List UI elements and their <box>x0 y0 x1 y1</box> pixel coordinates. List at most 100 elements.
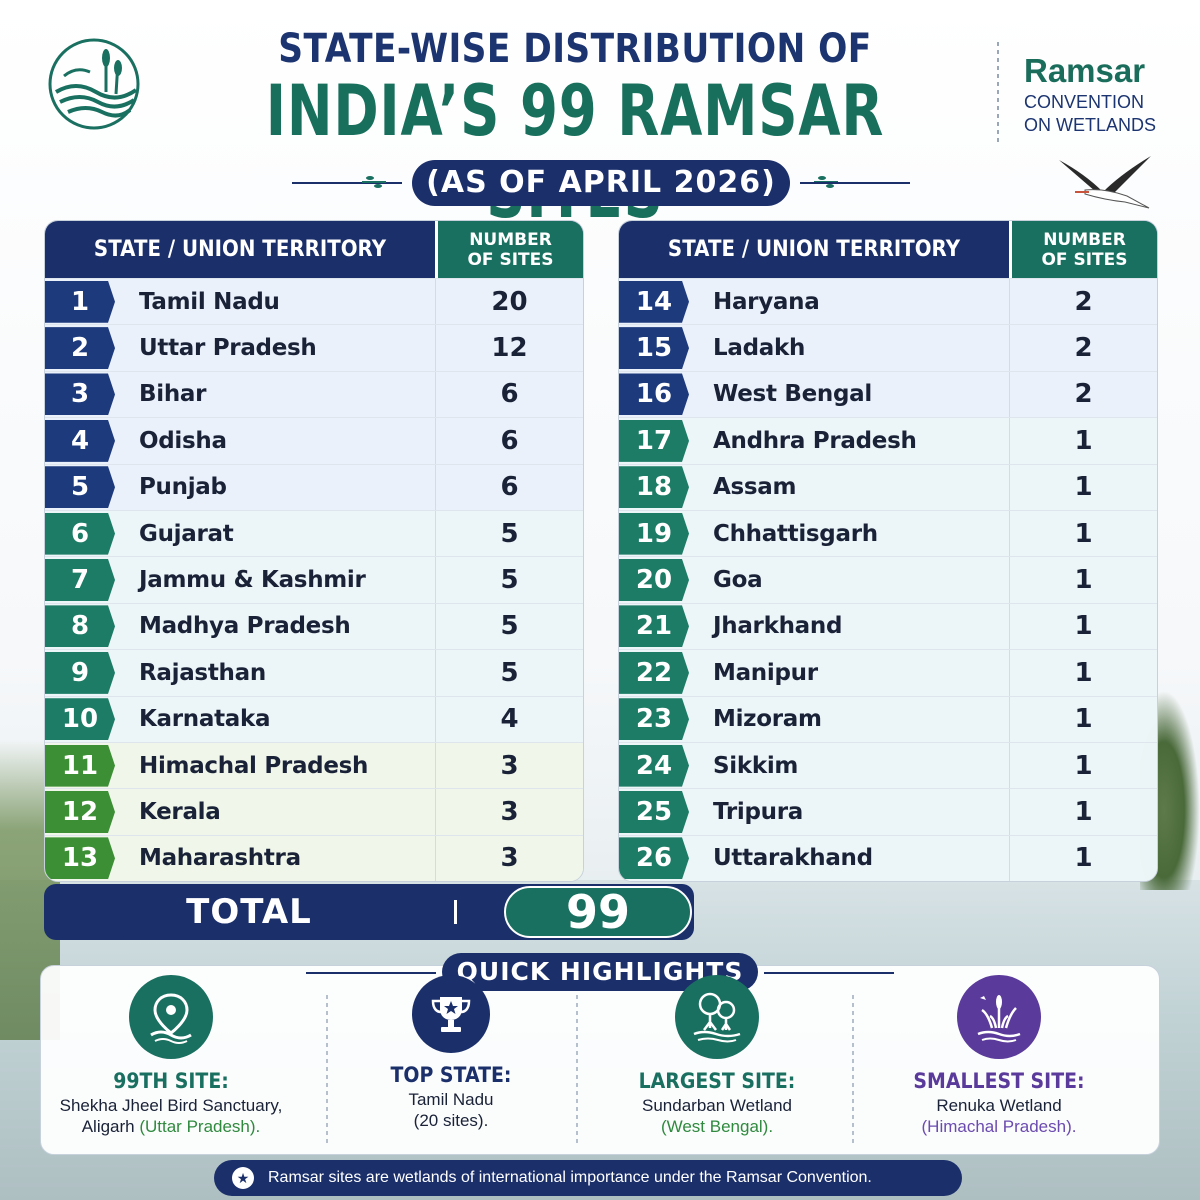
rank-badge: 8 <box>45 605 115 648</box>
footnote-bar: ★ Ramsar sites are wetlands of internati… <box>214 1160 962 1196</box>
state-name: Jharkhand <box>713 613 843 640</box>
left-table: STATE / UNION TERRITORY NUMBER OF SITES … <box>44 220 584 882</box>
highlight-line-1: Tamil Nadu <box>408 1090 494 1109</box>
divider-line <box>764 972 894 974</box>
header-count-line-2: OF SITES <box>1041 249 1128 270</box>
site-count: 1 <box>1009 464 1157 510</box>
rank-badge: 22 <box>619 651 689 694</box>
table-row: 7 Jammu & Kashmir 5 <box>45 556 583 603</box>
ramsar-brand: Ramsar <box>1024 52 1146 89</box>
site-count: 6 <box>435 418 583 464</box>
table-row: 15 Ladakh 2 <box>619 324 1157 371</box>
total-value: 99 <box>504 886 692 938</box>
state-name: West Bengal <box>713 381 872 408</box>
rank-badge: 20 <box>619 559 689 602</box>
highlight-99th-site: 99TH SITE: Shekha Jheel Bird Sanctuary, … <box>46 975 296 1137</box>
total-separator <box>454 900 457 924</box>
state-name: Madhya Pradesh <box>139 613 351 640</box>
right-table: STATE / UNION TERRITORY NUMBER OF SITES … <box>618 220 1158 882</box>
site-count: 1 <box>1009 650 1157 696</box>
divider-line <box>306 972 436 974</box>
highlight-top-state: TOP STATE: Tamil Nadu (20 sites). <box>326 975 576 1131</box>
highlight-head: LARGEST SITE: <box>638 1069 796 1093</box>
rank-badge: 23 <box>619 698 689 741</box>
table-row: 10 Karnataka 4 <box>45 695 583 742</box>
sprig-icon <box>362 176 386 188</box>
site-count: 1 <box>1009 557 1157 603</box>
table-body: 1 Tamil Nadu 20 2 Uttar Pradesh 12 3 Bihar 6 4 Odi… <box>45 278 583 881</box>
site-count: 1 <box>1009 418 1157 464</box>
stork-icon <box>1059 156 1151 209</box>
rank-badge: 3 <box>45 373 115 416</box>
table-row: 12 Kerala 3 <box>45 788 583 835</box>
header-count: NUMBER OF SITES <box>1009 221 1157 278</box>
header-count-line-1: NUMBER <box>469 229 552 250</box>
highlight-largest-site: LARGEST SITE: Sundarban Wetland (West Be… <box>592 975 842 1137</box>
rank-badge: 10 <box>45 698 115 741</box>
site-count: 3 <box>435 789 583 835</box>
table-row: 14 Haryana 2 <box>619 278 1157 325</box>
site-count: 20 <box>435 279 583 325</box>
site-count: 3 <box>435 742 583 789</box>
location-pin-icon <box>129 975 213 1059</box>
trophy-icon <box>412 975 490 1053</box>
rank-badge: 26 <box>619 837 689 880</box>
title-line-1: STATE-WISE DISTRIBUTION OF <box>278 26 872 72</box>
state-name: Uttar Pradesh <box>139 335 317 362</box>
state-name: Maharashtra <box>139 845 301 872</box>
ramsar-brand-sub: CONVENTION ON WETLANDS <box>1024 91 1156 137</box>
state-name: Karnataka <box>139 706 271 733</box>
table-row: 8 Madhya Pradesh 5 <box>45 602 583 650</box>
rank-badge: 11 <box>45 744 115 787</box>
total-bar: TOTAL 99 <box>44 884 694 940</box>
rank-badge: 2 <box>45 327 115 370</box>
total-label: TOTAL <box>186 892 312 932</box>
header-state: STATE / UNION TERRITORY <box>667 237 961 262</box>
state-name: Andhra Pradesh <box>713 427 917 454</box>
highlight-text: Renuka Wetland (Himachal Pradesh). <box>874 1095 1124 1137</box>
table-row: 9 Rajasthan 5 <box>45 649 583 696</box>
state-name: Odisha <box>139 427 227 454</box>
table-row: 3 Bihar 6 <box>45 370 583 418</box>
wetland-logo-icon <box>48 38 140 130</box>
state-name: Assam <box>713 474 797 501</box>
site-count: 2 <box>1009 325 1157 371</box>
site-count: 1 <box>1009 696 1157 742</box>
state-name: Mizoram <box>713 706 822 733</box>
site-count: 4 <box>435 696 583 742</box>
rank-badge: 1 <box>45 280 115 323</box>
state-name: Himachal Pradesh <box>139 752 369 779</box>
state-name: Kerala <box>139 798 221 825</box>
site-count: 5 <box>435 510 583 557</box>
highlight-line-2-plain: Aligarh <box>81 1117 140 1136</box>
site-count: 6 <box>435 464 583 510</box>
star-icon: ★ <box>232 1167 254 1189</box>
highlight-line-1: Sundarban Wetland <box>642 1096 792 1115</box>
site-count: 6 <box>435 371 583 418</box>
state-name: Punjab <box>139 474 227 501</box>
rank-badge: 14 <box>619 280 689 323</box>
state-name: Haryana <box>713 288 820 315</box>
state-name: Rajasthan <box>139 659 266 686</box>
table-row: 6 Gujarat 5 <box>45 509 583 557</box>
table-row: 1 Tamil Nadu 20 <box>45 278 583 325</box>
site-count: 1 <box>1009 603 1157 650</box>
highlights-title: QUICK HIGHLIGHTS <box>442 953 758 991</box>
table-row: 4 Odisha 6 <box>45 417 583 464</box>
rank-badge: 24 <box>619 744 689 787</box>
state-name: Ladakh <box>713 335 806 362</box>
highlight-line-2-colored: (Himachal Pradesh). <box>921 1117 1077 1136</box>
highlight-line-2-colored: (West Bengal). <box>660 1117 774 1136</box>
table-row: 17 Andhra Pradesh 1 <box>619 417 1157 464</box>
site-count: 1 <box>1009 742 1157 789</box>
table-header: STATE / UNION TERRITORY NUMBER OF SITES <box>45 221 583 278</box>
divider-line <box>800 182 910 184</box>
highlight-text: Sundarban Wetland (West Bengal). <box>592 1095 842 1137</box>
site-count: 5 <box>435 603 583 650</box>
brand-sub-line-2: ON WETLANDS <box>1024 115 1157 135</box>
rank-badge: 13 <box>45 837 115 880</box>
mangrove-icon <box>675 975 759 1059</box>
reeds-icon <box>957 975 1041 1059</box>
table-row: 22 Manipur 1 <box>619 649 1157 696</box>
table-row: 21 Jharkhand 1 <box>619 602 1157 650</box>
